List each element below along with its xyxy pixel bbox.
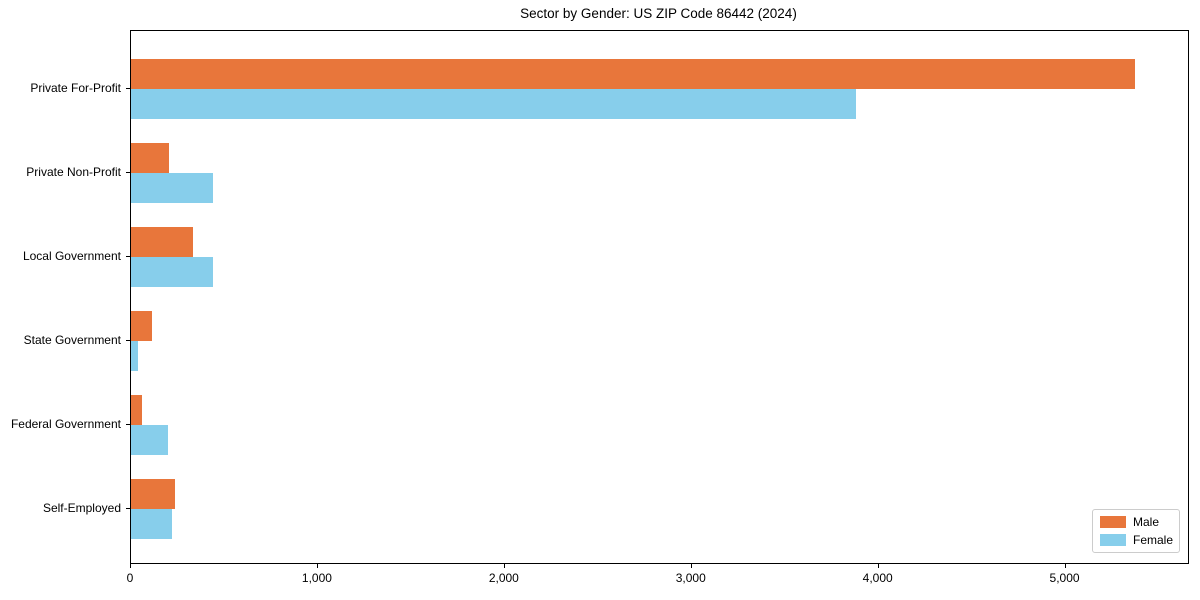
legend-label-female: Female (1133, 533, 1174, 547)
bar-male-private-for-profit (131, 59, 1135, 89)
y-tick-mark (126, 340, 130, 341)
x-tick-mark (503, 564, 505, 568)
x-tick-label-4-000: 4,000 (862, 571, 893, 585)
bar-female-federal-government (131, 425, 168, 455)
x-tick-label-5-000: 5,000 (1049, 571, 1080, 585)
bar-female-private-for-profit (131, 89, 856, 119)
y-axis-label-federal-government: Federal Government (10, 417, 121, 431)
y-tick-mark (126, 88, 130, 89)
x-tick-mark (690, 564, 692, 568)
x-tick-mark (130, 564, 131, 568)
bar-female-private-non-profit (131, 173, 213, 203)
legend: Male Female (1092, 509, 1180, 553)
y-axis-label-private-for-profit: Private For-Profit (30, 81, 121, 95)
y-tick-mark (126, 256, 130, 257)
x-tick-mark (877, 564, 879, 568)
bar-male-state-government (131, 311, 152, 341)
y-axis-label-local-government: Local Government (22, 249, 121, 263)
legend-item-male: Male (1100, 515, 1172, 529)
y-tick-mark (126, 508, 130, 509)
y-tick-mark (126, 172, 130, 173)
x-tick-label-1-000: 1,000 (301, 571, 332, 585)
x-tick-mark (316, 564, 318, 568)
bar-female-state-government (131, 341, 138, 371)
x-tick-label-2-000: 2,000 (488, 571, 519, 585)
legend-label-male: Male (1133, 515, 1160, 529)
x-tick-mark (1064, 564, 1066, 568)
y-axis-label-state-government: State Government (23, 333, 121, 347)
y-axis-label-self-employed: Self-Employed (42, 501, 121, 515)
chart-title: Sector by Gender: US ZIP Code 86442 (202… (520, 6, 797, 21)
bar-male-self-employed (131, 479, 175, 509)
bar-female-self-employed (131, 509, 172, 539)
bar-male-local-government (131, 227, 193, 257)
legend-item-female: Female (1100, 533, 1174, 547)
plot-area (130, 30, 1189, 564)
bar-female-local-government (131, 257, 213, 287)
legend-swatch-male (1100, 516, 1126, 528)
x-tick-label-3-000: 3,000 (675, 571, 706, 585)
bar-male-federal-government (131, 395, 142, 425)
y-axis-label-private-non-profit: Private Non-Profit (26, 165, 121, 179)
x-tick-label-0: 0 (126, 571, 134, 585)
legend-swatch-female (1100, 534, 1126, 546)
y-tick-mark (126, 424, 130, 425)
bar-male-private-non-profit (131, 143, 169, 173)
